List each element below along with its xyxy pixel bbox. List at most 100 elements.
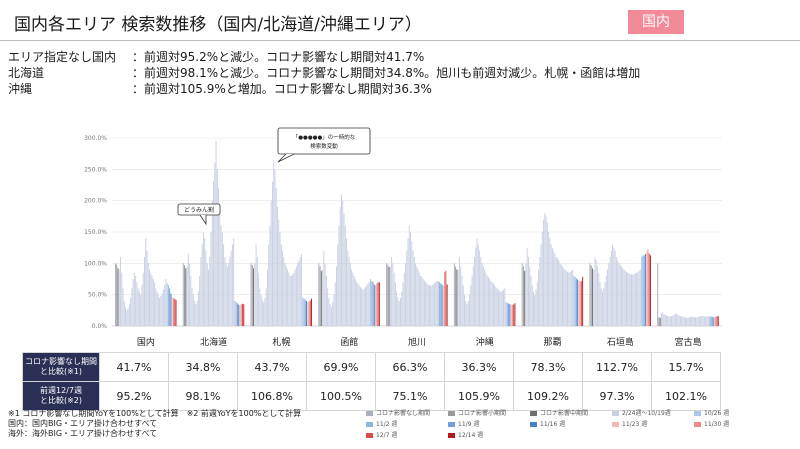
bar — [401, 291, 403, 326]
bar — [629, 273, 631, 326]
bar — [479, 250, 481, 326]
bar — [364, 287, 366, 326]
bar — [527, 257, 529, 326]
bar — [144, 257, 145, 326]
bar — [406, 250, 408, 326]
bar — [397, 297, 399, 326]
bar — [475, 247, 477, 326]
bar — [410, 232, 412, 326]
bar — [253, 268, 255, 326]
bar — [702, 315, 704, 326]
bar — [242, 303, 243, 326]
bar — [197, 291, 199, 326]
legend-label: 11/23 週 — [622, 421, 648, 428]
y-axis-labels: 0.0% 50.0% 100.0% 150.0% 200.0% 250.0% 300.0% — [84, 135, 107, 330]
bar — [700, 315, 702, 326]
bar — [344, 225, 346, 326]
bar — [264, 297, 266, 326]
bar — [505, 302, 507, 326]
row-header-line: と比較(※2) — [39, 396, 83, 405]
row-header-no-corona: コロナ影響なし期間 と比較(※1) — [22, 352, 100, 382]
bar — [403, 272, 405, 326]
bar — [372, 282, 374, 326]
legend-swatch — [366, 433, 373, 438]
bar — [169, 288, 171, 326]
bar — [337, 244, 339, 326]
legend-label: 11/9 週 — [458, 421, 480, 428]
bar — [474, 257, 476, 326]
bar — [510, 304, 512, 326]
bar — [666, 315, 667, 326]
bar — [553, 250, 555, 326]
bar — [540, 244, 542, 326]
bar — [691, 316, 693, 326]
legend-swatch — [694, 422, 701, 427]
bar — [361, 288, 363, 326]
bar — [591, 268, 593, 326]
bar — [184, 265, 185, 326]
bar — [219, 213, 221, 326]
bar — [266, 269, 268, 326]
table-row-prev-week: 前週12/7週 と比較(※2) 95.2% 98.1% 106.8% 100.5%… — [22, 381, 721, 411]
bar — [632, 274, 634, 326]
bar — [202, 232, 204, 326]
bar — [530, 275, 532, 326]
bar — [206, 263, 208, 326]
bar — [573, 275, 575, 326]
bar — [460, 266, 462, 326]
bar — [677, 314, 679, 326]
bar — [544, 213, 546, 326]
bar — [556, 258, 558, 326]
bar — [617, 260, 619, 326]
bar — [423, 280, 425, 326]
bar — [569, 272, 571, 326]
bar — [408, 225, 410, 326]
table-cell: 95.2% — [99, 381, 169, 411]
bar — [701, 315, 703, 326]
bar — [174, 298, 176, 326]
bar — [346, 238, 348, 326]
bar — [210, 232, 212, 326]
bar — [667, 315, 669, 326]
bar — [641, 257, 643, 326]
callout-spike-pointer — [277, 153, 295, 163]
bar — [668, 316, 670, 326]
bar — [343, 213, 345, 326]
bar — [642, 255, 644, 326]
bar — [162, 289, 164, 326]
bar — [307, 302, 309, 326]
legend-label: 10/26 週 — [704, 410, 730, 417]
bar — [535, 289, 537, 326]
bar — [255, 244, 257, 326]
bar — [256, 257, 258, 326]
bar — [320, 270, 322, 326]
bar — [624, 270, 626, 326]
legend-item: 11/2 週 — [366, 419, 448, 430]
bar — [386, 263, 388, 326]
bar — [135, 275, 137, 326]
callout-spike-line2: 検索数変動 — [310, 142, 338, 150]
bar — [335, 266, 337, 326]
bar — [235, 302, 237, 326]
bar — [609, 257, 611, 326]
bar — [167, 285, 169, 326]
legend-item: 2/24週～10/19週 — [612, 408, 694, 419]
bar — [322, 269, 324, 326]
callout-trip: どうみん割 — [177, 203, 221, 226]
bar — [698, 316, 700, 326]
bar — [282, 250, 284, 326]
bar — [603, 288, 605, 326]
footnote: 海外：海外BIG・エリア掛け合わせすべて — [8, 429, 158, 438]
legend-item: 11/30 週 — [694, 419, 776, 430]
bar — [352, 272, 354, 326]
bar — [332, 302, 334, 326]
bar — [432, 284, 434, 326]
bar — [287, 269, 289, 326]
bar — [614, 250, 616, 326]
bar — [338, 225, 340, 326]
bar — [682, 316, 684, 326]
bar — [220, 225, 222, 326]
bar — [434, 283, 435, 326]
bar — [548, 232, 550, 326]
bar — [572, 269, 574, 326]
